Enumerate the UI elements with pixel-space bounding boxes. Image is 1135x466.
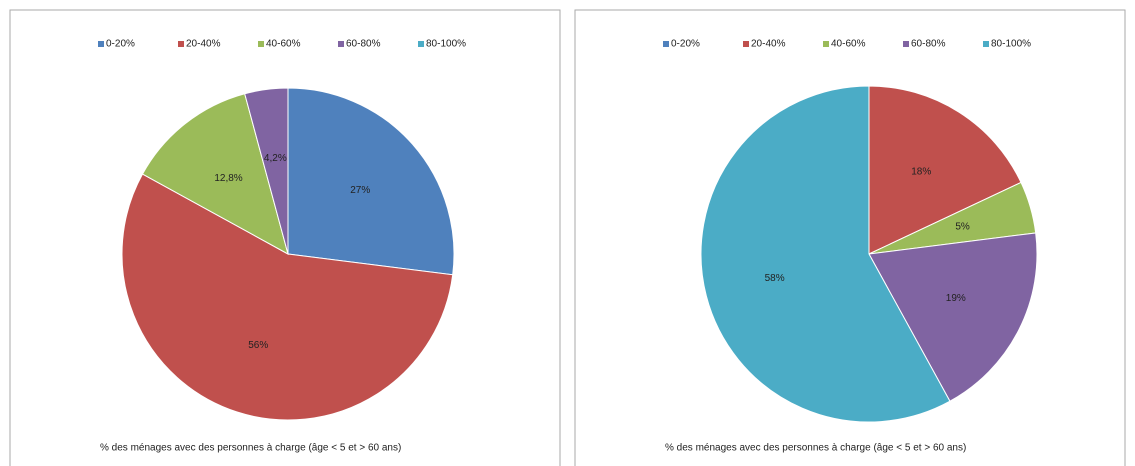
slice-label: 19% [946,293,966,304]
legend-label: 60-80% [911,39,946,50]
legend-swatch [903,41,909,47]
slice-label: 56% [248,340,268,351]
slice-label: 4,2% [264,153,287,164]
slice-label: 18% [911,166,931,177]
legend-swatch [258,41,264,47]
legend-swatch [98,41,104,47]
axis-caption: % des ménages avec des personnes à charg… [100,443,401,454]
legend-swatch [663,41,669,47]
slice-label: 5% [955,221,970,232]
pie-slice [287,87,455,276]
legend-swatch [743,41,749,47]
legend-label: 60-80% [346,39,381,50]
legend-label: 80-100% [991,39,1031,50]
legend-swatch [178,41,184,47]
legend-label: 0-20% [106,39,135,50]
pie-slice [868,232,1038,402]
legend-swatch [418,41,424,47]
slice-label: 58% [765,273,785,284]
pie-slice [700,85,951,423]
legend-label: 0-20% [671,39,700,50]
legend-label: 20-40% [751,39,786,50]
legend-swatch [823,41,829,47]
legend-label: 40-60% [831,39,866,50]
slice-label: 27% [350,185,370,196]
pie-slice [141,93,289,256]
legend-label: 80-100% [426,39,466,50]
legend-swatch [338,41,344,47]
legend-swatch [983,41,989,47]
legend-label: 40-60% [266,39,301,50]
pie-slice [868,85,1022,255]
axis-caption: % des ménages avec des personnes à charg… [665,443,966,454]
slice-label: 12,8% [214,173,242,184]
legend-label: 20-40% [186,39,221,50]
pie-slice [121,173,454,421]
